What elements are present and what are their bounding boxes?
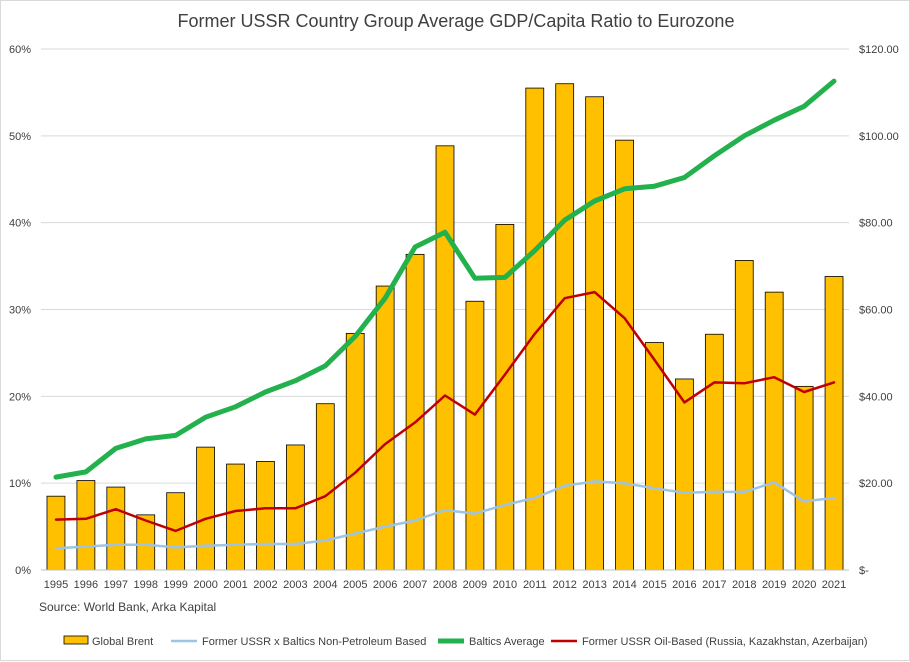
chart-title: Former USSR Country Group Average GDP/Ca…: [178, 11, 735, 31]
x-tick-label: 2011: [523, 579, 547, 591]
x-tick-label: 2009: [463, 579, 487, 591]
source-note: Source: World Bank, Arka Kapital: [39, 600, 216, 614]
legend-label-series: Former USSR Oil-Based (Russia, Kazakhsta…: [582, 636, 868, 648]
x-tick-label: 1999: [163, 579, 187, 591]
left-axis: 0% 10% 20% 30% 40% 50% 60%: [9, 44, 31, 577]
x-tick-label: 2013: [582, 579, 606, 591]
right-tick-label: $100.00: [859, 131, 899, 143]
legend-label-series: Baltics Average: [469, 636, 545, 648]
right-tick-label: $40.00: [859, 391, 893, 403]
bar-brent: [466, 301, 484, 570]
x-tick-label: 2017: [702, 579, 726, 591]
x-tick-label: 2012: [552, 579, 576, 591]
x-tick-label: 2021: [822, 579, 846, 591]
brent-bars: [47, 84, 843, 570]
x-tick-label: 2005: [343, 579, 367, 591]
right-tick-label: $120.00: [859, 44, 899, 56]
bar-brent: [735, 260, 753, 570]
left-tick-label: 30%: [9, 305, 31, 317]
legend-label-brent: Global Brent: [92, 636, 153, 648]
x-tick-label: 2000: [193, 579, 217, 591]
bar-brent: [107, 487, 125, 570]
bar-brent: [795, 386, 813, 570]
left-tick-label: 20%: [9, 391, 31, 403]
right-tick-label: $-: [859, 565, 869, 577]
x-tick-label: 2015: [642, 579, 666, 591]
x-axis: 1995 1996 1997 1998 1999 2000 2001 2002 2003 2004…: [41, 570, 849, 591]
x-tick-label: 2019: [762, 579, 786, 591]
bar-brent: [436, 146, 454, 570]
bar-brent: [47, 496, 65, 570]
bar-brent: [825, 277, 843, 570]
x-tick-label: 1995: [44, 579, 68, 591]
x-tick-label: 2002: [253, 579, 277, 591]
left-tick-label: 60%: [9, 44, 31, 56]
bar-brent: [646, 342, 664, 570]
bar-brent: [197, 447, 215, 570]
x-tick-label: 1997: [104, 579, 128, 591]
x-tick-label: 2001: [223, 579, 247, 591]
x-tick-label: 2014: [612, 579, 636, 591]
legend-label-series: Former USSR x Baltics Non-Petroleum Base…: [202, 636, 426, 648]
left-tick-label: 10%: [9, 478, 31, 490]
x-tick-label: 2016: [672, 579, 696, 591]
x-tick-label: 2010: [493, 579, 517, 591]
bar-brent: [765, 292, 783, 570]
x-tick-label: 2008: [433, 579, 457, 591]
bar-brent: [616, 140, 634, 570]
bar-brent: [227, 464, 245, 570]
left-tick-label: 40%: [9, 218, 31, 230]
x-tick-label: 1998: [133, 579, 157, 591]
bar-brent: [256, 461, 274, 570]
right-tick-label: $60.00: [859, 305, 893, 317]
x-tick-label: 2018: [732, 579, 756, 591]
x-tick-label: 2007: [403, 579, 427, 591]
bar-brent: [77, 481, 95, 570]
left-tick-label: 0%: [15, 565, 31, 577]
right-tick-label: $20.00: [859, 478, 893, 490]
x-tick-label: 1996: [74, 579, 98, 591]
legend-swatch-brent: [64, 636, 88, 644]
left-tick-label: 50%: [9, 131, 31, 143]
bar-brent: [675, 379, 693, 570]
bar-brent: [586, 97, 604, 570]
bar-brent: [705, 334, 723, 570]
bar-brent: [316, 404, 334, 570]
x-tick-label: 2020: [792, 579, 816, 591]
bar-brent: [556, 84, 574, 570]
x-tick-label: 2006: [373, 579, 397, 591]
x-tick-label: 2003: [283, 579, 307, 591]
legend: Global Brent Former USSR x Baltics Non-Pe…: [64, 636, 868, 648]
x-tick-label: 2004: [313, 579, 337, 591]
right-axis: $- $20.00 $40.00 $60.00 $80.00 $100.00 $120.00: [859, 44, 899, 577]
right-tick-label: $80.00: [859, 218, 893, 230]
